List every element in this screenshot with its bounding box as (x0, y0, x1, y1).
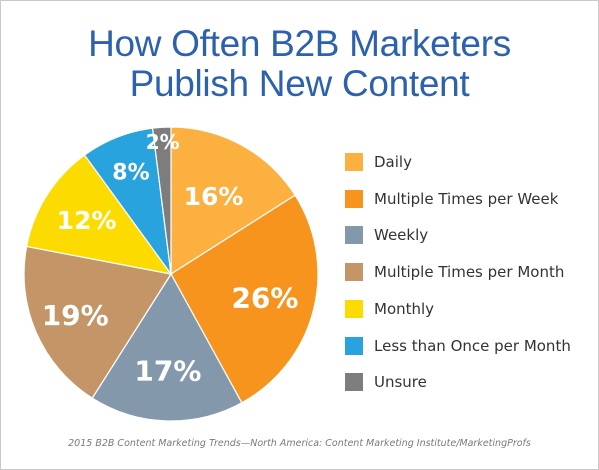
legend-label: Weekly (374, 226, 429, 245)
legend-label: Multiple Times per Week (374, 189, 559, 208)
chart-title: How Often B2B Marketers Publish New Cont… (0, 24, 599, 104)
legend-swatch (345, 153, 363, 171)
legend-label: Less than Once per Month (374, 336, 571, 355)
legend-swatch (345, 189, 363, 208)
pie-slice-weekly (91, 272, 243, 422)
pie-slice-daily (170, 126, 296, 276)
chart-title-line-1: How Often B2B Marketers (88, 23, 511, 64)
legend-swatch (345, 263, 363, 282)
legend-swatch (345, 336, 363, 355)
pie-label-less-than-once-per-month: 8% (112, 160, 149, 185)
legend-label: Multiple Times per Month (374, 263, 565, 282)
pie-label-daily: 16% (184, 182, 244, 211)
source-note: 2015 B2B Content Marketing Trends—North … (68, 438, 531, 449)
legend-swatch (345, 226, 363, 245)
legend-label: Unsure (374, 373, 427, 392)
pie-slice-multiple-times-per-week (170, 194, 319, 404)
pie-slice-multiple-times-per-month (23, 245, 172, 399)
pie-label-unsure: 2% (146, 130, 180, 154)
legend-swatch (345, 299, 363, 318)
pie-label-multiple-times-per-week: 26% (231, 282, 298, 315)
legend-swatch (345, 373, 363, 392)
legend-label: Monthly (374, 299, 435, 318)
pie-slice-monthly (25, 154, 173, 275)
chart-title-line-2: Publish New Content (129, 63, 470, 104)
pie-label-multiple-times-per-month: 19% (42, 299, 109, 332)
pie-label-weekly: 17% (134, 354, 201, 387)
pie-label-monthly: 12% (57, 206, 117, 235)
pie-slice-unsure (151, 126, 172, 275)
legend-label: Daily (374, 153, 412, 171)
